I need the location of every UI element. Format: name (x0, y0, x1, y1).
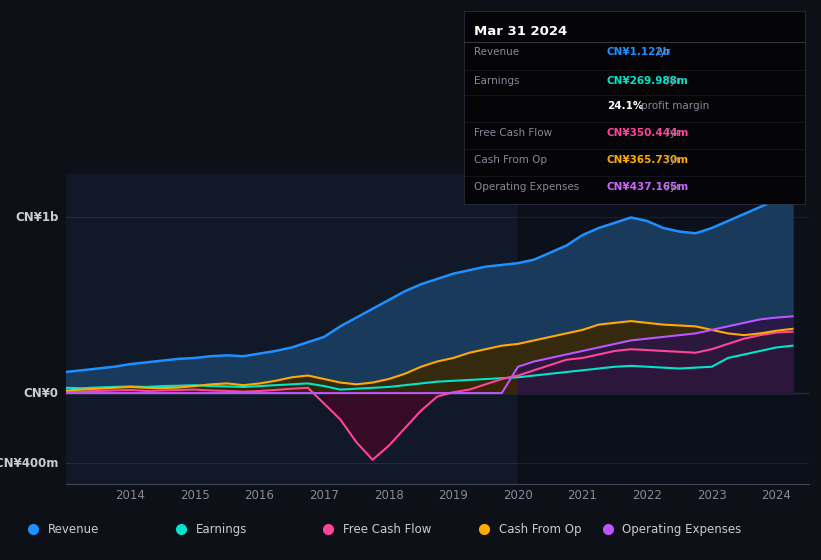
Text: -CN¥400m: -CN¥400m (0, 457, 59, 470)
Text: Earnings: Earnings (474, 76, 520, 86)
Text: Operating Expenses: Operating Expenses (622, 523, 741, 536)
Text: profit margin: profit margin (641, 101, 709, 111)
Text: /yr: /yr (653, 47, 670, 57)
Text: /yr: /yr (663, 155, 681, 165)
Text: /yr: /yr (663, 182, 681, 192)
Text: Mar 31 2024: Mar 31 2024 (474, 25, 567, 38)
Text: /yr: /yr (663, 128, 681, 138)
Bar (518, 174, 821, 484)
Text: Free Cash Flow: Free Cash Flow (343, 523, 432, 536)
Text: CN¥1b: CN¥1b (16, 211, 59, 224)
Text: CN¥269.988m: CN¥269.988m (607, 76, 689, 86)
Text: Cash From Op: Cash From Op (499, 523, 581, 536)
Text: Cash From Op: Cash From Op (474, 155, 547, 165)
Text: CN¥365.730m: CN¥365.730m (607, 155, 689, 165)
Text: 24.1%: 24.1% (607, 101, 644, 111)
Text: CN¥350.444m: CN¥350.444m (607, 128, 690, 138)
Text: Revenue: Revenue (48, 523, 99, 536)
Text: CN¥0: CN¥0 (24, 386, 59, 400)
Text: Free Cash Flow: Free Cash Flow (474, 128, 553, 138)
Text: CN¥437.165m: CN¥437.165m (607, 182, 689, 192)
Text: /yr: /yr (663, 76, 681, 86)
Text: Revenue: Revenue (474, 47, 519, 57)
Text: Operating Expenses: Operating Expenses (474, 182, 580, 192)
Text: CN¥1.122b: CN¥1.122b (607, 47, 671, 57)
Text: Earnings: Earnings (195, 523, 247, 536)
